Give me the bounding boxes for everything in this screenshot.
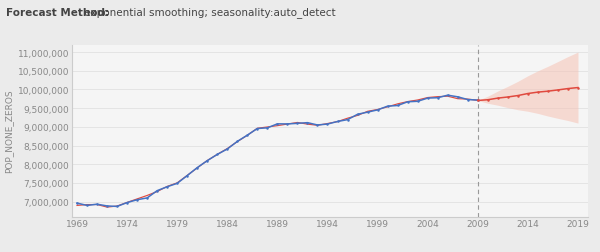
- Text: Forecast Method:: Forecast Method:: [6, 8, 109, 18]
- Y-axis label: POP_NONE_ZEROS: POP_NONE_ZEROS: [5, 89, 14, 173]
- Text: exponential smoothing; seasonality:auto_detect: exponential smoothing; seasonality:auto_…: [81, 8, 335, 18]
